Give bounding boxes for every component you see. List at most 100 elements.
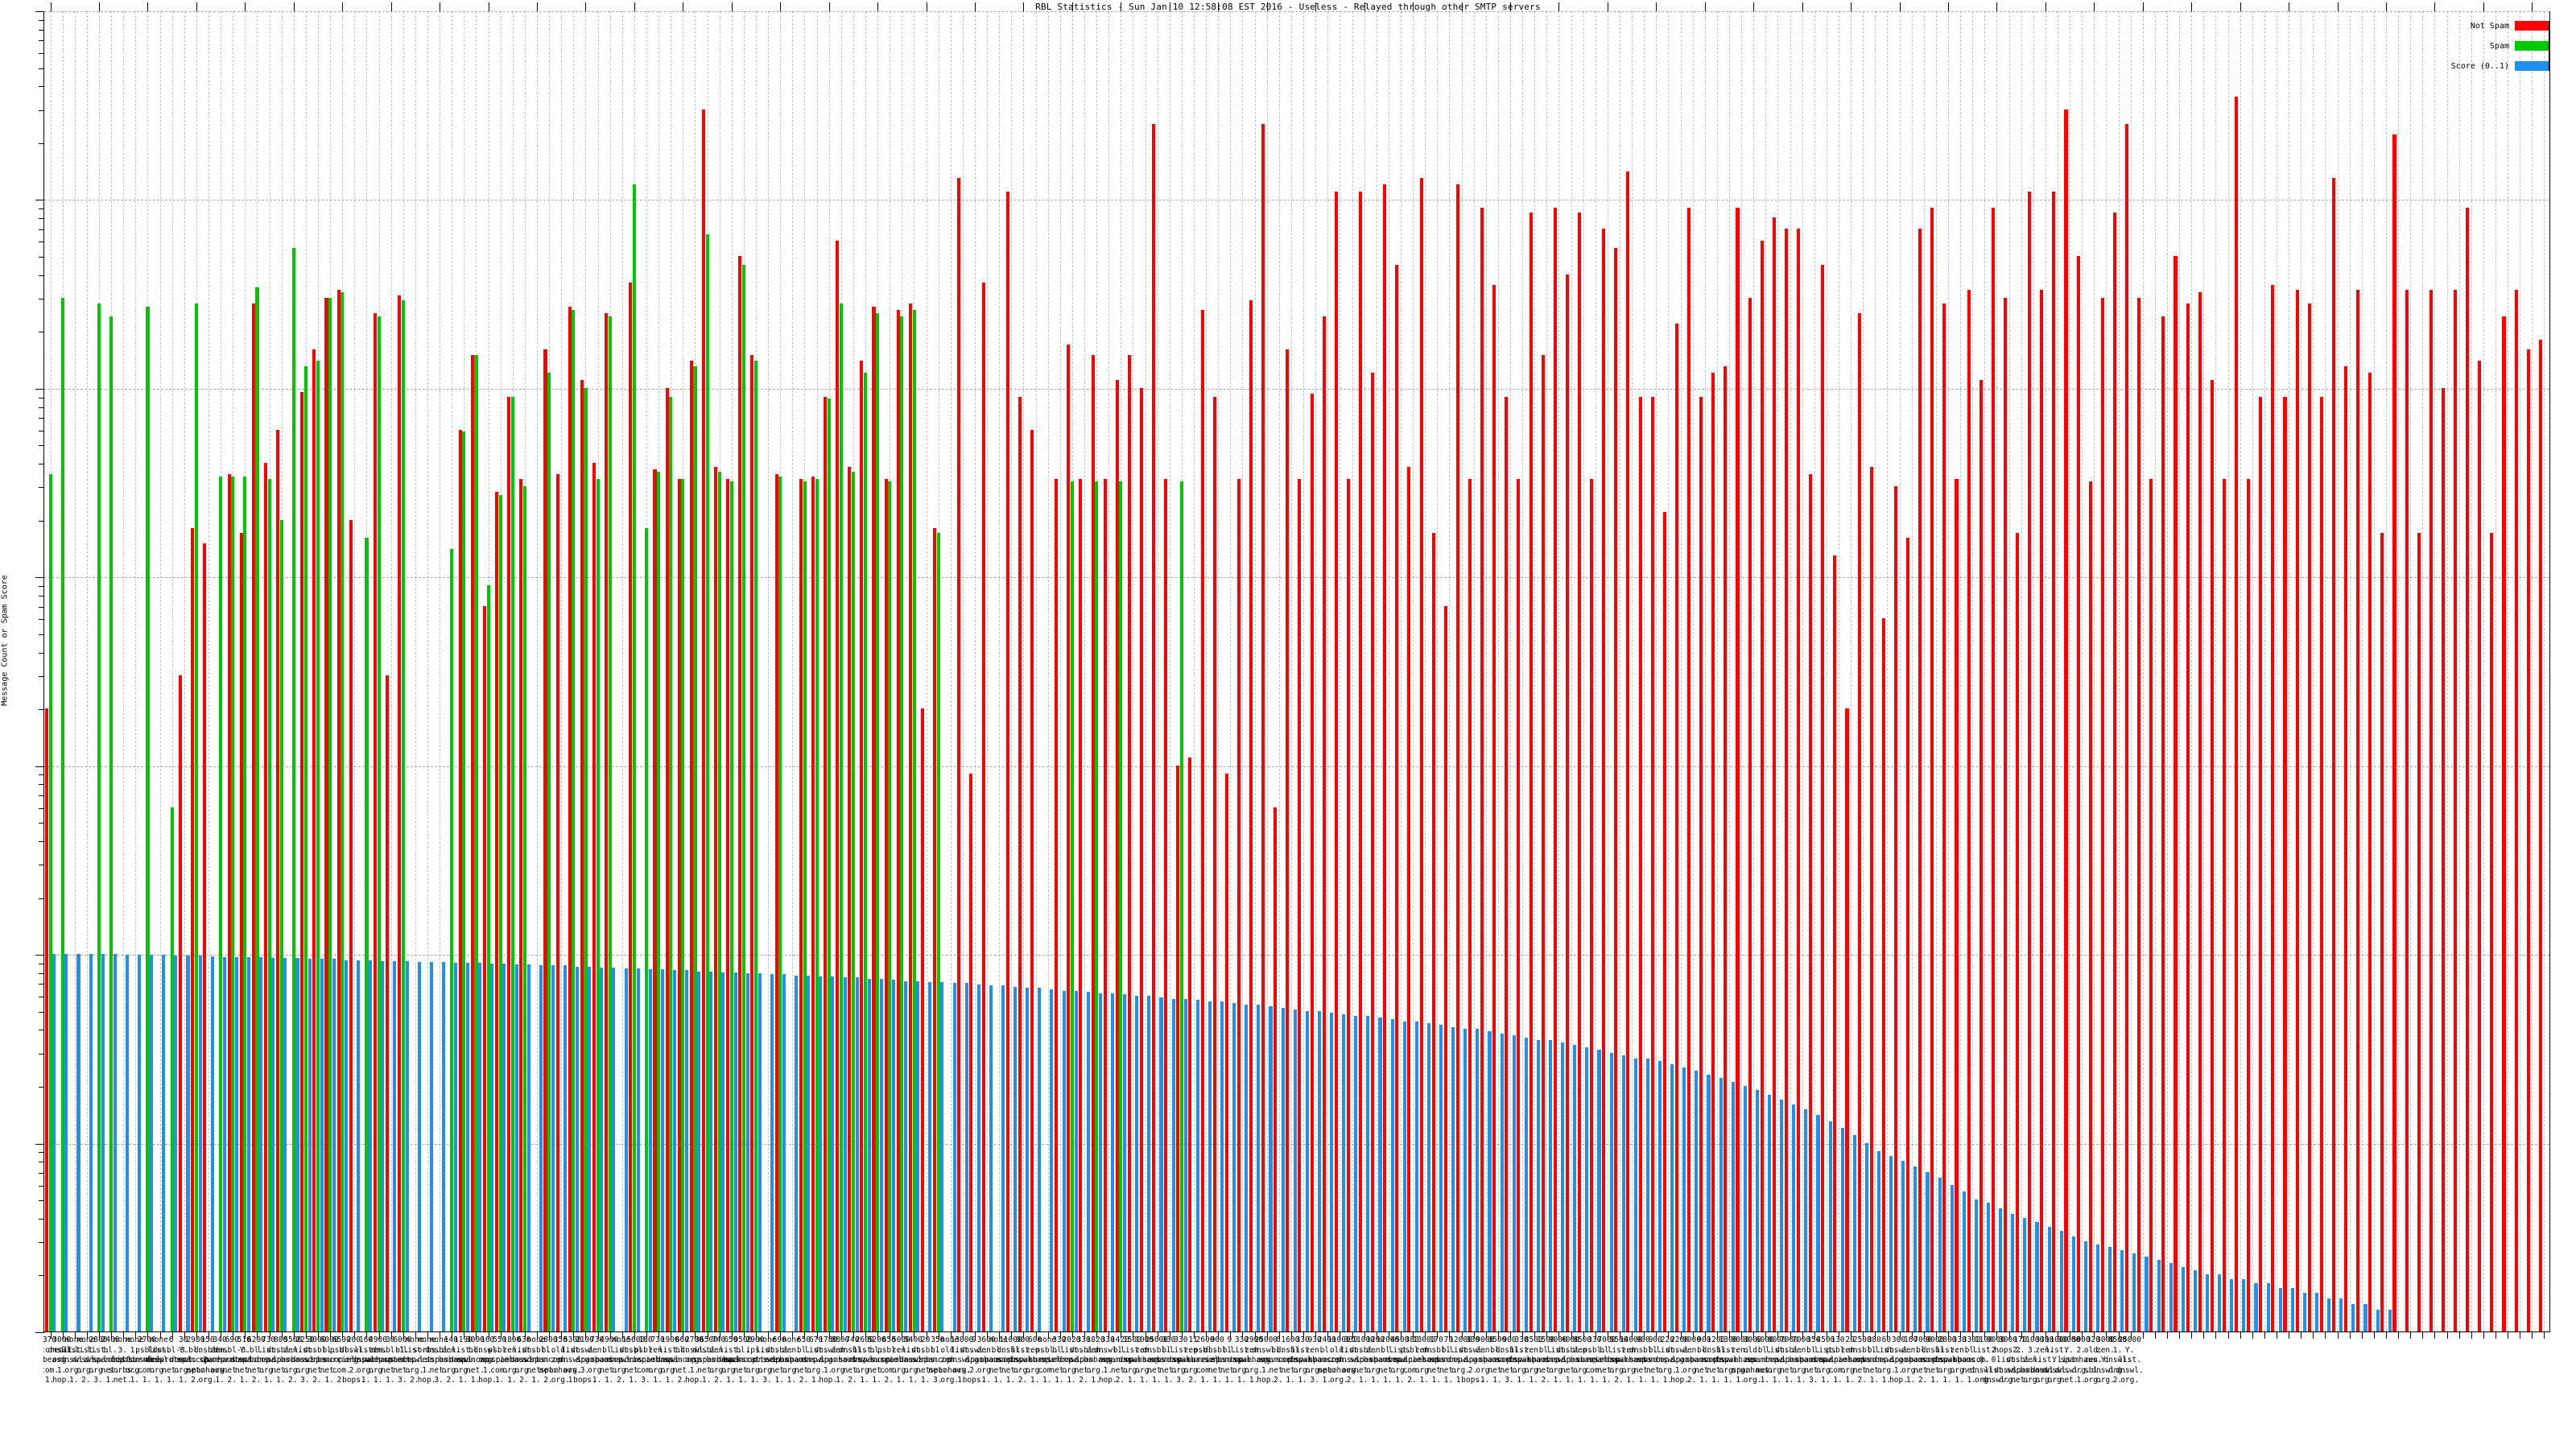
bar-group[interactable]	[1662, 11, 1674, 1331]
bar-red[interactable]	[774, 473, 778, 1331]
bar-blue[interactable]	[1001, 985, 1005, 1331]
bar-group[interactable]	[1967, 11, 1979, 1331]
bar-red[interactable]	[2380, 533, 2384, 1331]
bar-blue[interactable]	[1901, 1161, 1905, 1331]
bar-group[interactable]	[1942, 11, 1954, 1331]
bar-red[interactable]	[1261, 124, 1265, 1331]
bar-green[interactable]	[547, 373, 551, 1331]
bar-blue[interactable]	[162, 955, 166, 1331]
bar-blue[interactable]	[2157, 1259, 2161, 1331]
bar-group[interactable]	[1322, 11, 1334, 1331]
bar-group[interactable]	[2368, 11, 2380, 1331]
bar-group[interactable]	[1589, 11, 1601, 1331]
bar-blue[interactable]	[745, 973, 749, 1331]
bar-blue[interactable]	[1719, 1078, 1723, 1331]
bar-blue[interactable]	[1816, 1115, 1820, 1331]
bar-red[interactable]	[1809, 473, 1813, 1331]
bar-red[interactable]	[1942, 303, 1946, 1331]
bar-group[interactable]	[2064, 11, 2076, 1331]
bar-red[interactable]	[2222, 478, 2226, 1331]
bar-green[interactable]	[803, 481, 807, 1331]
bar-red[interactable]	[2538, 340, 2542, 1331]
bar-group[interactable]	[154, 11, 166, 1331]
bar-group[interactable]	[1760, 11, 1772, 1331]
bar-blue[interactable]	[952, 983, 956, 1331]
bar-blue[interactable]	[1245, 1004, 1249, 1331]
bar-blue[interactable]	[429, 961, 433, 1331]
bar-blue[interactable]	[1828, 1121, 1832, 1331]
bar-red[interactable]	[811, 476, 815, 1331]
bar-blue[interactable]	[2254, 1283, 2258, 1331]
bar-red[interactable]	[2454, 290, 2458, 1331]
bar-blue[interactable]	[2230, 1278, 2234, 1331]
bar-red[interactable]	[1152, 124, 1156, 1331]
bar-red[interactable]	[1893, 486, 1897, 1331]
bar-blue[interactable]	[928, 982, 932, 1331]
bar-group[interactable]	[251, 11, 263, 1331]
bar-group[interactable]	[713, 11, 725, 1331]
bar-blue[interactable]	[2181, 1266, 2185, 1331]
bar-green[interactable]	[486, 585, 490, 1331]
bar-red[interactable]	[1955, 478, 1959, 1331]
bar-group[interactable]	[2331, 11, 2343, 1331]
bar-blue[interactable]	[1098, 993, 1102, 1331]
bar-group[interactable]	[1346, 11, 1358, 1331]
bar-group[interactable]	[823, 11, 835, 1331]
bar-green[interactable]	[851, 471, 856, 1331]
bar-group[interactable]	[847, 11, 859, 1331]
bar-green[interactable]	[778, 476, 782, 1331]
bar-group[interactable]	[1407, 11, 1419, 1331]
bar-red[interactable]	[1383, 184, 1387, 1331]
bar-group[interactable]	[215, 11, 227, 1331]
bar-blue[interactable]	[2096, 1244, 2100, 1331]
bar-red[interactable]	[2100, 298, 2104, 1331]
bar-blue[interactable]	[1439, 1025, 1443, 1331]
bar-green[interactable]	[645, 528, 649, 1331]
bar-group[interactable]	[1723, 11, 1735, 1331]
bar-group[interactable]	[2003, 11, 2015, 1331]
bar-red[interactable]	[2405, 290, 2409, 1331]
bar-group[interactable]	[859, 11, 871, 1331]
bar-green[interactable]	[522, 486, 526, 1331]
bar-blue[interactable]	[198, 956, 202, 1331]
bar-red[interactable]	[848, 467, 852, 1331]
bar-blue[interactable]	[234, 957, 239, 1331]
bar-group[interactable]	[1711, 11, 1723, 1331]
bar-blue[interactable]	[466, 962, 470, 1331]
bar-red[interactable]	[555, 473, 559, 1331]
bar-blue[interactable]	[1232, 1003, 1236, 1331]
bar-red[interactable]	[276, 429, 280, 1331]
bar-group[interactable]	[2161, 11, 2173, 1331]
bar-group[interactable]	[1979, 11, 1991, 1331]
bar-blue[interactable]	[1609, 1052, 1613, 1331]
bar-green[interactable]	[450, 549, 454, 1331]
bar-blue[interactable]	[843, 977, 847, 1331]
bar-blue[interactable]	[1488, 1031, 1492, 1331]
bar-group[interactable]	[93, 11, 105, 1331]
bar-group[interactable]	[1869, 11, 1881, 1331]
bar-blue[interactable]	[1463, 1029, 1468, 1331]
bar-group[interactable]	[1517, 11, 1529, 1331]
bar-group[interactable]	[2538, 11, 2550, 1331]
bar-red[interactable]	[2271, 285, 2275, 1331]
bar-red[interactable]	[2502, 316, 2506, 1331]
bar-red[interactable]	[2259, 396, 2263, 1331]
bar-blue[interactable]	[2278, 1287, 2282, 1331]
bar-group[interactable]	[1066, 11, 1078, 1331]
bar-blue[interactable]	[1123, 994, 1127, 1331]
bar-group[interactable]	[1881, 11, 1893, 1331]
bar-group[interactable]	[2489, 11, 2501, 1331]
bar-red[interactable]	[2344, 366, 2348, 1331]
bar-red[interactable]	[2283, 396, 2287, 1331]
bar-group[interactable]	[1115, 11, 1127, 1331]
bar-green[interactable]	[669, 396, 673, 1331]
bar-blue[interactable]	[636, 968, 640, 1331]
bar-group[interactable]	[105, 11, 118, 1331]
bar-red[interactable]	[1176, 765, 1180, 1331]
bar-blue[interactable]	[283, 958, 287, 1331]
bar-group[interactable]	[1930, 11, 1942, 1331]
bar-red[interactable]	[1845, 708, 1849, 1331]
bar-group[interactable]	[555, 11, 568, 1331]
bar-red[interactable]	[458, 429, 462, 1331]
bar-red[interactable]	[2441, 387, 2445, 1331]
